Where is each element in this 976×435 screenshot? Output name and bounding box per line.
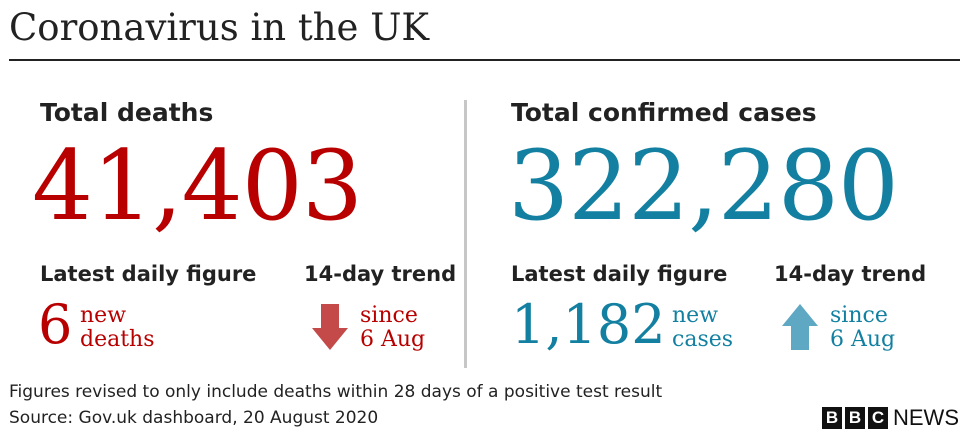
- cases-trend-label-line2: 6 Aug: [830, 327, 896, 352]
- bbc-logo-block-1: B: [822, 407, 842, 429]
- cases-trend-heading: 14-day trend: [774, 262, 927, 286]
- bbc-news-logo: B B C NEWS: [822, 405, 959, 430]
- deaths-trend-label-line1: since: [360, 303, 418, 328]
- deaths-trend-label-line2: 6 Aug: [360, 327, 426, 352]
- deaths-daily-value: 6: [38, 293, 73, 356]
- cases-daily-label-line2: cases: [672, 327, 734, 352]
- title-divider: [9, 59, 960, 61]
- deaths-trend-label: since 6 Aug: [360, 304, 425, 352]
- cases-daily-label: new cases: [672, 304, 733, 352]
- footnote-source: Source: Gov.uk dashboard, 20 August 2020: [9, 408, 379, 428]
- arrow-down-icon: [312, 304, 348, 350]
- bbc-logo-block-2: B: [845, 407, 865, 429]
- cases-trend-label: since 6 Aug: [830, 304, 895, 352]
- total-cases-value: 322,280: [508, 130, 899, 242]
- cases-daily-label-line1: new: [672, 303, 719, 328]
- total-cases-heading: Total confirmed cases: [511, 98, 817, 127]
- page-title: Coronavirus in the UK: [9, 6, 430, 49]
- deaths-daily-label-line1: new: [80, 303, 127, 328]
- cases-trend-label-line1: since: [830, 303, 888, 328]
- deaths-daily-heading: Latest daily figure: [40, 262, 257, 286]
- bbc-logo-block-3: C: [868, 407, 888, 429]
- total-deaths-value: 41,403: [32, 130, 363, 242]
- arrow-up-icon: [782, 304, 818, 350]
- cases-daily-value: 1,182: [511, 293, 666, 356]
- total-deaths-heading: Total deaths: [40, 98, 214, 127]
- panel-divider: [464, 100, 467, 368]
- bbc-logo-news-word: NEWS: [893, 405, 959, 430]
- deaths-daily-label: new deaths: [80, 304, 155, 352]
- footnote-note: Figures revised to only include deaths w…: [9, 382, 663, 402]
- cases-daily-heading: Latest daily figure: [511, 262, 728, 286]
- deaths-trend-heading: 14-day trend: [304, 262, 457, 286]
- deaths-daily-label-line2: deaths: [80, 327, 155, 352]
